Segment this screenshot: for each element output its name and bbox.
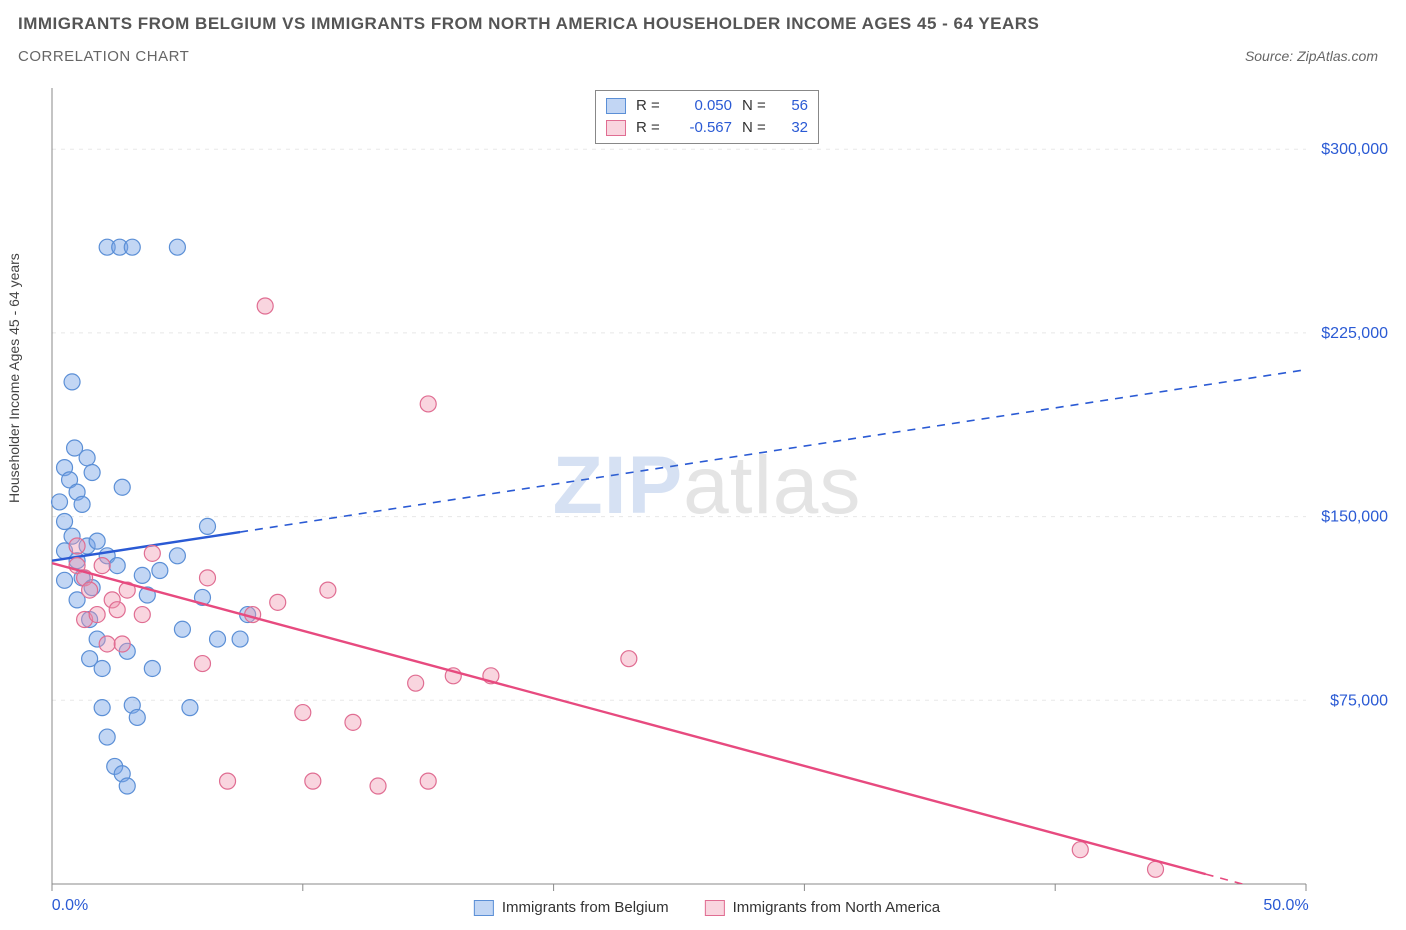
data-point [124, 239, 140, 255]
legend-r-value: 0.050 [672, 95, 732, 117]
data-point [199, 518, 215, 534]
legend-row: R = 0.050 N = 56 [606, 95, 808, 117]
data-point [114, 636, 130, 652]
data-point [621, 651, 637, 667]
data-point [99, 729, 115, 745]
data-point [57, 514, 73, 530]
data-point [210, 631, 226, 647]
data-point [420, 396, 436, 412]
data-point [1072, 842, 1088, 858]
series-legend-label: Immigrants from Belgium [502, 899, 669, 916]
data-point [305, 773, 321, 789]
x-tick-label: 50.0% [1263, 897, 1308, 914]
data-point [89, 607, 105, 623]
data-point [144, 545, 160, 561]
regression-line [52, 563, 1206, 874]
data-point [1148, 861, 1164, 877]
data-point [144, 660, 160, 676]
data-point [109, 602, 125, 618]
y-tick-label: $150,000 [1321, 509, 1388, 526]
data-point [94, 700, 110, 716]
data-point [199, 570, 215, 586]
data-point [270, 594, 286, 610]
data-point [114, 479, 130, 495]
data-point [69, 538, 85, 554]
data-point [295, 705, 311, 721]
data-point [134, 607, 150, 623]
data-point [408, 675, 424, 691]
data-point [109, 558, 125, 574]
data-point [79, 450, 95, 466]
data-point [94, 558, 110, 574]
y-tick-label: $75,000 [1330, 692, 1388, 709]
data-point [119, 778, 135, 794]
legend-n-label: N = [742, 117, 768, 139]
data-point [89, 533, 105, 549]
data-point [99, 636, 115, 652]
y-axis-title: Householder Income Ages 45 - 64 years [6, 253, 22, 503]
source-label: Source: ZipAtlas.com [1245, 48, 1378, 64]
correlation-legend: R = 0.050 N = 56 R = -0.567 N = 32 [595, 90, 819, 144]
data-point [370, 778, 386, 794]
data-point [129, 709, 145, 725]
series-legend-item: Immigrants from Belgium [474, 899, 669, 916]
x-tick-label: 0.0% [52, 897, 88, 914]
data-point [169, 548, 185, 564]
legend-swatch [705, 900, 725, 916]
data-point [82, 582, 98, 598]
data-point [420, 773, 436, 789]
data-point [345, 714, 361, 730]
scatter-chart: $75,000 $150,000 $225,000 $300,000 0.0% 50.0% [18, 86, 1396, 920]
legend-swatch [606, 120, 626, 136]
data-point [320, 582, 336, 598]
legend-r-label: R = [636, 117, 662, 139]
data-point [84, 465, 100, 481]
legend-swatch [606, 98, 626, 114]
series-legend: Immigrants from Belgium Immigrants from N… [474, 899, 940, 916]
legend-r-label: R = [636, 95, 662, 117]
data-point [220, 773, 236, 789]
series-legend-label: Immigrants from North America [733, 899, 941, 916]
data-point [232, 631, 248, 647]
data-point [74, 496, 90, 512]
legend-n-value: 56 [778, 95, 808, 117]
data-point [57, 572, 73, 588]
legend-n-value: 32 [778, 117, 808, 139]
data-point [52, 494, 68, 510]
chart-area: Householder Income Ages 45 - 64 years $7… [18, 86, 1396, 920]
series-legend-item: Immigrants from North America [705, 899, 941, 916]
y-tick-label: $300,000 [1321, 141, 1388, 158]
legend-row: R = -0.567 N = 32 [606, 117, 808, 139]
legend-n-label: N = [742, 95, 768, 117]
legend-r-value: -0.567 [672, 117, 732, 139]
chart-title: IMMIGRANTS FROM BELGIUM VS IMMIGRANTS FR… [18, 14, 1388, 34]
regression-line-extrapolated [240, 370, 1306, 532]
data-point [174, 621, 190, 637]
legend-swatch [474, 900, 494, 916]
data-point [134, 567, 150, 583]
data-point [94, 660, 110, 676]
data-point [152, 562, 168, 578]
data-point [257, 298, 273, 314]
data-point [169, 239, 185, 255]
data-point [64, 374, 80, 390]
y-tick-label: $225,000 [1321, 325, 1388, 342]
data-point [182, 700, 198, 716]
chart-subtitle: CORRELATION CHART [18, 48, 189, 65]
data-point [194, 656, 210, 672]
